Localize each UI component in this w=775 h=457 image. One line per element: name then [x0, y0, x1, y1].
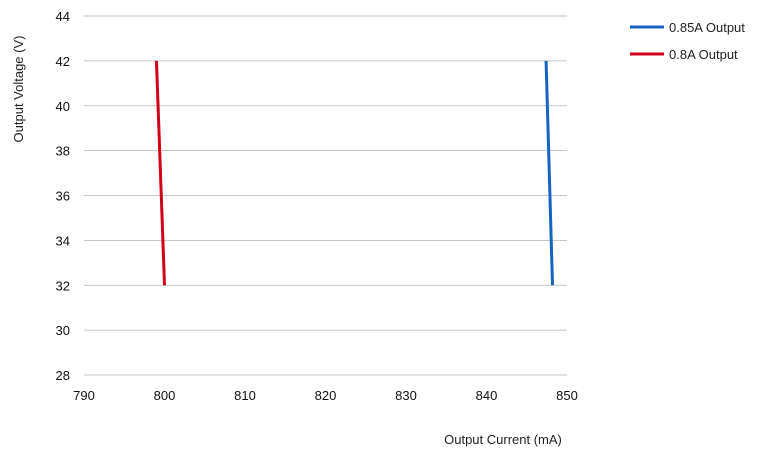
series-line-0 [544, 60, 555, 286]
y-tick-label: 40 [56, 99, 70, 114]
x-tick-label: 800 [154, 388, 176, 403]
x-tick-label: 810 [234, 388, 256, 403]
series-line-1 [154, 60, 166, 286]
x-axis-ticks: 790 800 810 820 830 840 850 [73, 388, 578, 403]
y-tick-label: 38 [56, 144, 70, 159]
series-layer [154, 60, 555, 286]
x-tick-label: 820 [315, 388, 337, 403]
y-tick-label: 36 [56, 189, 70, 204]
legend-label-1: 0.8A Output [669, 47, 738, 62]
legend: 0.85A Output 0.8A Output [630, 20, 745, 62]
y-tick-label: 44 [56, 9, 70, 24]
legend-label-0: 0.85A Output [669, 20, 745, 35]
x-tick-label: 840 [476, 388, 498, 403]
y-tick-label: 34 [56, 233, 70, 248]
x-tick-label: 790 [73, 388, 95, 403]
y-tick-label: 28 [56, 368, 70, 383]
y-axis-title: Output Voltage (V) [11, 36, 26, 143]
x-tick-label: 850 [556, 388, 578, 403]
y-tick-label: 30 [56, 323, 70, 338]
y-axis-ticks: 28 30 32 34 36 38 40 42 44 [56, 9, 70, 383]
y-tick-label: 32 [56, 278, 70, 293]
x-axis-title: Output Current (mA) [444, 432, 562, 447]
y-tick-label: 42 [56, 54, 70, 69]
x-tick-label: 830 [395, 388, 417, 403]
